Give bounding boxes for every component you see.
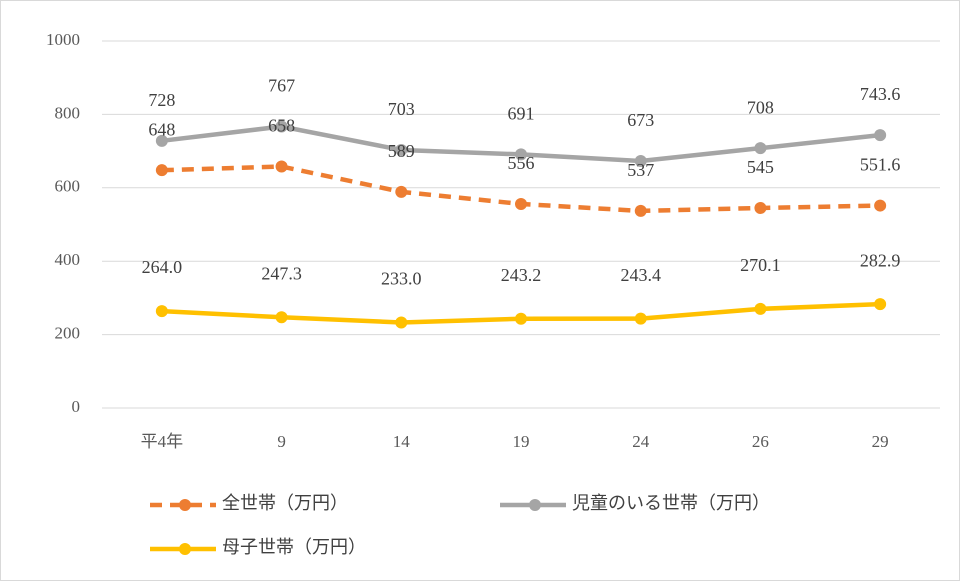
data-label: 556 <box>508 153 535 173</box>
data-label: 545 <box>747 157 774 177</box>
point <box>634 204 647 217</box>
data-label: 247.3 <box>261 263 302 283</box>
data-label: 708 <box>747 97 774 117</box>
data-label: 728 <box>148 90 175 110</box>
point <box>874 129 887 142</box>
x-tick-label: 26 <box>752 432 769 451</box>
data-label: 673 <box>627 110 654 130</box>
data-label: 537 <box>627 160 654 180</box>
data-label: 767 <box>268 76 295 96</box>
x-tick-label: 平4年 <box>141 432 184 451</box>
point <box>395 143 408 156</box>
x-tick-label: 14 <box>393 432 411 451</box>
data-label: 282.9 <box>860 250 901 270</box>
x-tick-label: 29 <box>872 432 889 451</box>
point <box>395 185 408 198</box>
point <box>874 199 887 212</box>
data-label: 703 <box>388 99 415 119</box>
data-label: 270.1 <box>740 255 781 275</box>
legend-marker <box>179 543 191 555</box>
point <box>634 312 647 325</box>
y-tick-label: 400 <box>55 250 81 269</box>
data-label: 551.6 <box>860 155 901 175</box>
data-label: 743.6 <box>860 84 901 104</box>
data-label: 658 <box>268 116 295 136</box>
x-tick-label: 19 <box>513 432 530 451</box>
legend-label: 全世帯（万円） <box>222 493 348 513</box>
point <box>155 305 168 318</box>
data-label: 233.0 <box>381 269 422 289</box>
point <box>275 160 288 173</box>
y-tick-label: 0 <box>72 397 81 416</box>
point <box>155 164 168 177</box>
data-label: 648 <box>148 119 175 139</box>
point <box>515 148 527 161</box>
data-label: 691 <box>508 104 535 124</box>
legend-label: 母子世帯（万円） <box>222 537 366 557</box>
point <box>155 134 168 147</box>
point <box>515 197 527 210</box>
legend-label: 児童のいる世帯（万円） <box>572 493 770 513</box>
point <box>275 120 288 133</box>
y-tick-label: 600 <box>55 177 81 196</box>
x-tick-label: 9 <box>277 432 286 451</box>
legend-marker <box>529 499 541 511</box>
point <box>874 298 887 311</box>
point <box>395 316 408 329</box>
data-label: 243.2 <box>501 265 542 285</box>
point <box>515 312 527 325</box>
point <box>275 311 288 324</box>
point <box>634 155 647 168</box>
point <box>754 201 767 214</box>
y-tick-label: 800 <box>55 103 81 122</box>
y-tick-label: 1000 <box>46 30 80 49</box>
data-label: 589 <box>388 141 415 161</box>
data-label: 264.0 <box>142 257 183 277</box>
y-tick-label: 200 <box>55 324 81 343</box>
point <box>754 302 767 315</box>
point <box>754 142 767 155</box>
legend-marker <box>179 499 191 511</box>
data-label: 243.4 <box>620 265 661 285</box>
x-tick-label: 24 <box>632 432 650 451</box>
